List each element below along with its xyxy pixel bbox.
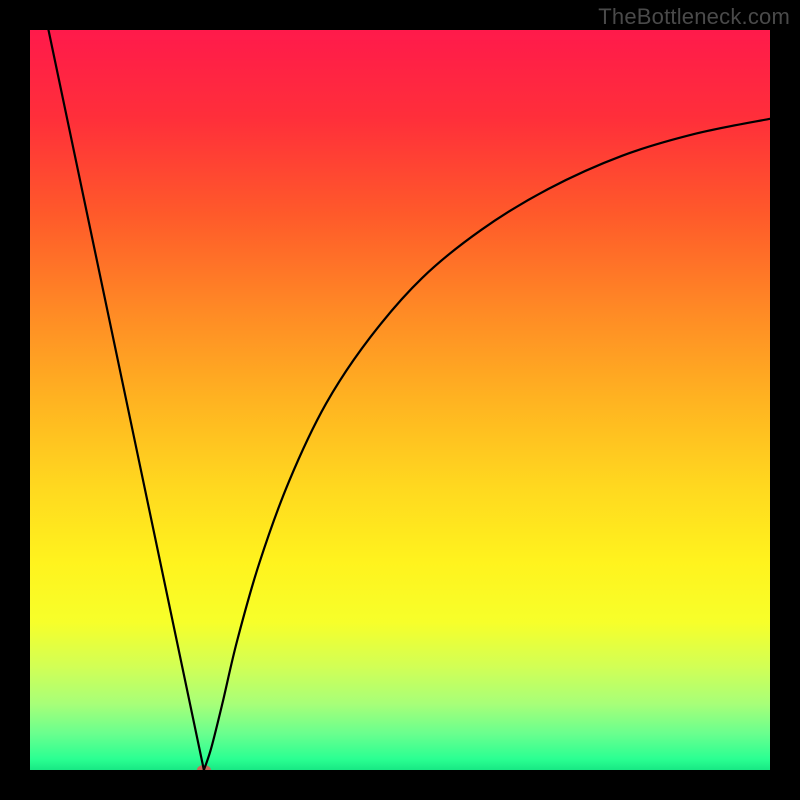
bottleneck-chart	[0, 0, 800, 800]
watermark-text: TheBottleneck.com	[598, 4, 790, 30]
frame-bottom	[0, 770, 800, 800]
frame-right	[770, 0, 800, 800]
frame-left	[0, 0, 30, 800]
plot-gradient	[30, 30, 770, 770]
